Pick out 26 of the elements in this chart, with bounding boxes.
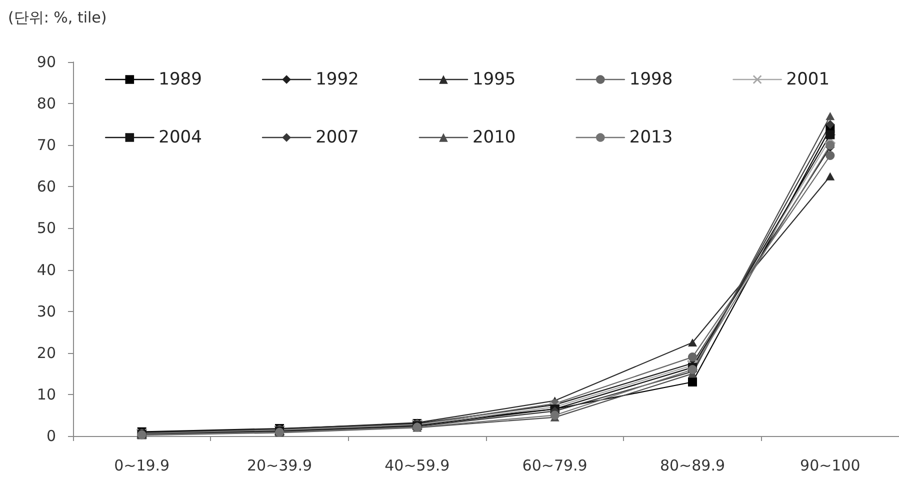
- y-tick-label: 30: [36, 302, 56, 320]
- y-tick-label: 70: [36, 136, 56, 154]
- legend-label: 2007: [316, 128, 359, 148]
- legend-label: 2013: [629, 128, 673, 148]
- x-tick-label: 20~39.9: [246, 456, 312, 474]
- y-axis-title: (단위: %, tile): [8, 8, 107, 26]
- x-tick-label: 0~19.9: [114, 456, 170, 474]
- legend-label: 2001: [786, 70, 830, 90]
- x-tick-label: 80~89.9: [660, 456, 726, 474]
- x-tick-label: 40~59.9: [384, 456, 450, 474]
- legend-label: 2010: [472, 128, 516, 148]
- y-tick-label: 50: [36, 219, 56, 238]
- legend-label: 2004: [158, 128, 202, 148]
- x-tick-label: 90~100: [800, 456, 860, 474]
- y-tick-label: 90: [36, 53, 56, 71]
- y-tick-label: 40: [36, 260, 56, 279]
- y-tick-label: 20: [36, 344, 56, 362]
- legend-label: 1995: [472, 70, 516, 90]
- x-tick-label: 60~79.9: [522, 456, 588, 474]
- legend-label: 1998: [629, 70, 673, 90]
- y-tick-label: 80: [36, 94, 56, 113]
- legend-label: 1989: [158, 70, 202, 90]
- y-tick-label: 60: [36, 178, 56, 196]
- y-tick-label: 10: [36, 385, 56, 404]
- y-tick-label: 0: [46, 427, 56, 445]
- legend-label: 1992: [316, 70, 359, 90]
